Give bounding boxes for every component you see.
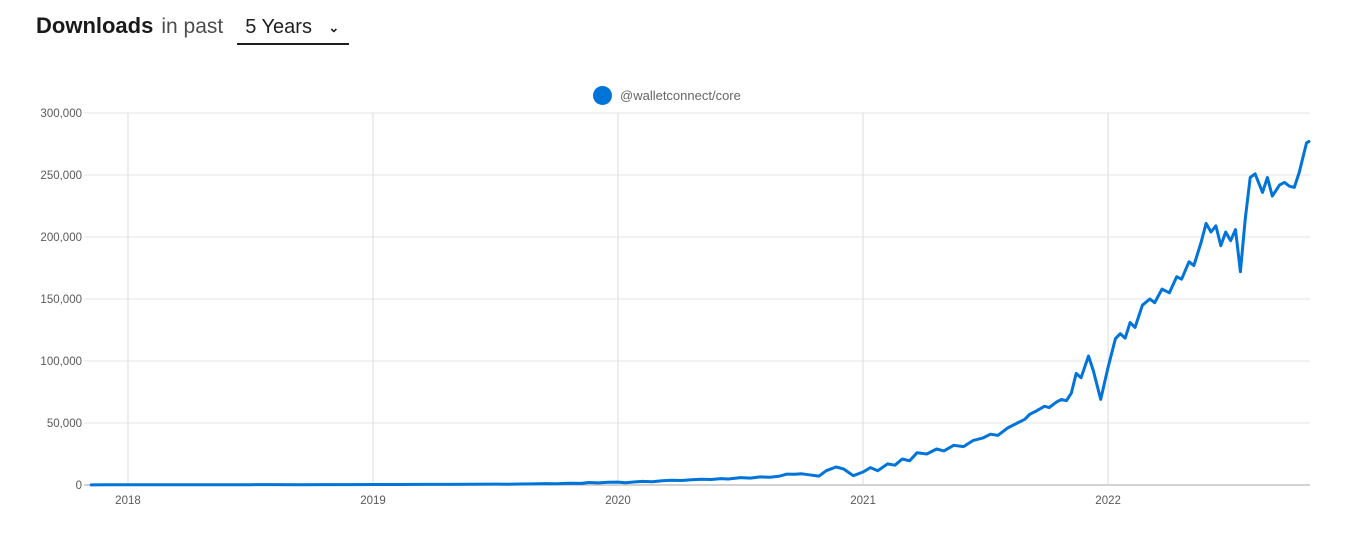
y-tick-label: 250,000: [40, 170, 82, 182]
range-select-wrap: 5 Years ⌄: [237, 16, 350, 45]
x-tick-label: 2020: [605, 495, 631, 507]
x-axis-tick-labels: 2018 2019 2020 2021 2022: [115, 495, 1121, 507]
page-subtitle: in past: [161, 15, 224, 38]
range-select[interactable]: 5 Years: [237, 16, 350, 45]
y-tick-label: 0: [76, 480, 82, 492]
horizontal-gridlines: [84, 112, 1310, 486]
y-tick-label: 100,000: [40, 356, 82, 368]
y-tick-label: 150,000: [40, 294, 82, 306]
y-axis-tick-labels: 0 50,000 100,000 150,000 200,000 250,000 300,0…: [40, 108, 82, 492]
vertical-gridlines: [127, 113, 1109, 485]
series-lines: [89, 140, 1311, 487]
legend-color-dot: [593, 86, 612, 105]
x-tick-label: 2021: [850, 495, 876, 507]
legend-item-walletconnect-core[interactable]: @walletconnect/core: [593, 86, 741, 105]
y-tick-label: 300,000: [40, 108, 82, 120]
x-tick-label: 2019: [360, 495, 386, 507]
legend-label: @walletconnect/core: [620, 88, 741, 103]
page-title: Downloads: [36, 13, 154, 38]
y-tick-label: 200,000: [40, 232, 82, 244]
x-tick-label: 2018: [115, 495, 141, 507]
page-header: Downloads in past 5 Years ⌄: [36, 13, 350, 45]
series-line-walletconnect-core: [89, 140, 1311, 487]
y-tick-label: 50,000: [47, 418, 82, 430]
x-tick-label: 2022: [1095, 495, 1121, 507]
